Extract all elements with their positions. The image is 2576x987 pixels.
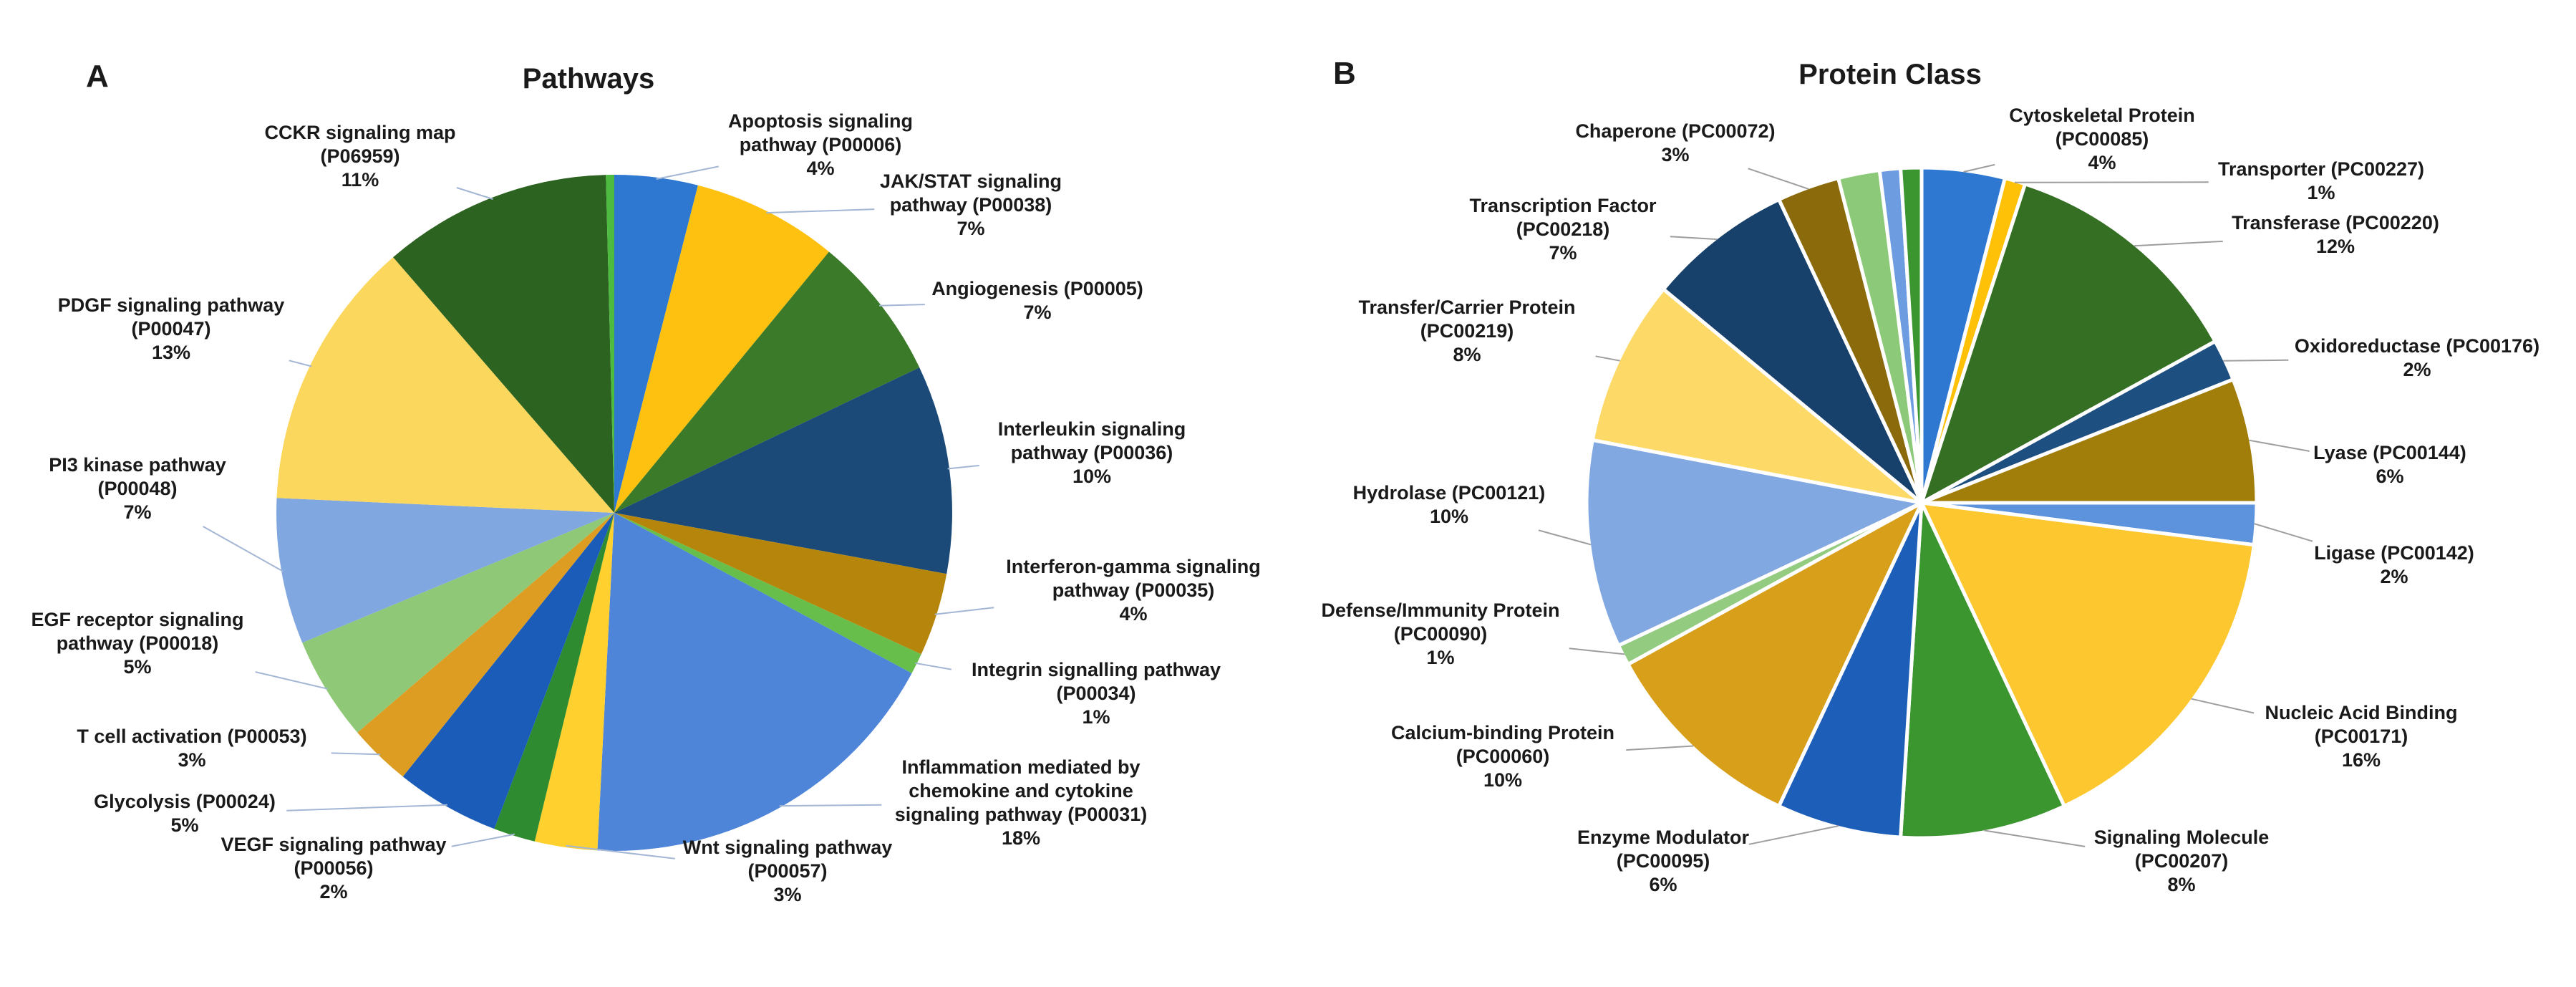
leader-line-a-9 [286,804,447,812]
protein-class-pie-chart: Cytoskeletal Protein (PC00085) 4% Transport… [1321,105,2539,895]
leader-line-b-0 [1963,163,1995,173]
leader-line-a-8 [451,833,515,847]
slice-label-a-12: PI3 kinase pathway (P00048) 7% [49,454,226,523]
leader-line-b-11 [1538,529,1592,546]
pie-slice-a-2 [614,251,920,513]
leader-line-b-10 [1569,647,1625,655]
pie-slice-b-17 [1899,165,1924,505]
leader-line-a-11 [255,671,329,690]
pie-slice-b-9 [1626,501,1924,808]
slice-label-a-10: T cell activation (P00053) 3% [77,726,306,771]
slice-label-a-6: Inflammation mediated by chemokine and cy… [895,756,1148,849]
slice-label-b-14: Chaperone (PC00072) 3% [1575,120,1775,165]
slice-label-b-12: Transfer/Carrier Protein (PC00219) 8% [1358,297,1575,365]
pie-slice-a-5 [614,513,921,673]
panel-a-letter: A [86,59,109,94]
pie-slice-a-7 [534,513,614,851]
slice-label-a-11: EGF receptor signaling pathway (P00018) 5% [31,609,243,678]
pie-slice-a-12 [276,498,614,643]
pie-slice-a-0 [614,175,698,513]
slice-label-b-0: Cytoskeletal Protein (PC00085) 4% [2009,105,2195,173]
pie-slice-a-1 [614,185,829,513]
slice-label-b-8: Enzyme Modulator (PC00095) 6% [1577,827,1750,895]
slice-label-a-5: Integrin signalling pathway (P00034) 1% [972,659,1221,728]
pie-slice-a-13 [276,257,614,513]
slice-label-b-4: Lyase (PC00144) 6% [2313,442,2466,487]
slice-label-b-6: Nucleic Acid Binding (PC00171) 16% [2265,702,2457,771]
slice-label-a-1: JAK/STAT signaling pathway (P00038) 7% [880,170,1062,239]
slice-label-a-4: Interferon-gamma signaling pathway (P0003… [1006,556,1261,625]
pie-slice-b-8 [1777,501,1924,839]
leader-line-b-7 [1984,829,2086,847]
pie-slice-a-3 [614,367,952,574]
slice-label-b-5: Ligase (PC00142) 2% [2314,542,2474,587]
leader-line-b-13 [1670,236,1718,241]
slice-label-b-7: Signaling Molecule (PC00207) 8% [2094,827,2270,895]
slice-label-a-7: Wnt signaling pathway (P00057) 3% [683,837,893,905]
slice-label-a-2: Angiogenesis (P00005) 7% [931,278,1143,323]
leader-line-a-4 [934,607,994,615]
slice-label-b-13: Transcription Factor (PC00218) 7% [1469,195,1657,264]
leader-line-a-0 [656,165,719,180]
leader-line-b-12 [1595,355,1620,362]
pie-slice-a-6 [597,513,912,851]
slice-label-a-8: VEGF signaling pathway (P00056) 2% [221,834,446,902]
leader-line-a-6 [779,804,882,807]
leader-line-b-8 [1748,825,1839,845]
leader-line-a-5 [915,662,952,670]
slice-label-a-13: PDGF signaling pathway (P00047) 13% [58,294,285,363]
pie-slice-b-13 [1661,198,1924,505]
pie-slice-a-9 [402,513,614,829]
leader-line-a-2 [878,304,925,307]
panel-b-letter: B [1333,56,1356,91]
leader-line-b-14 [1748,168,1809,190]
pie-slice-a-11 [302,513,614,733]
slice-label-b-9: Calcium-binding Protein (PC00060) 10% [1391,722,1614,791]
slice-label-a-14: CCKR signaling map (P06959) 11% [264,122,455,191]
leader-line-b-4 [2249,439,2310,452]
slice-label-b-11: Hydrolase (PC00121) 10% [1353,482,1546,527]
leader-line-a-3 [947,464,979,470]
protein-class-chart-title: Protein Class [1798,59,1982,90]
leader-line-a-14 [456,187,493,200]
leader-line-b-3 [2223,359,2289,362]
slice-label-a-9: Glycolysis (P00024) 5% [94,791,276,836]
leader-line-a-13 [289,360,312,367]
pie-slice-a-8 [494,513,614,842]
pie-slice-a-4 [614,513,947,655]
slice-label-b-2: Transferase (PC00220) 12% [2232,212,2439,257]
slice-label-b-3: Oxidoreductase (PC00176) 2% [2295,335,2539,380]
slice-label-b-10: Defense/Immunity Protein (PC00090) 1% [1321,600,1559,668]
leader-line-b-6 [2191,698,2255,714]
pathways-pie-chart: Apoptosis signaling pathway (P00006) 4%JAK… [31,110,1261,905]
leader-line-a-1 [766,208,875,214]
slice-label-a-3: Interleukin signaling pathway (P00036) 10% [998,418,1186,487]
leader-line-b-2 [2134,240,2223,247]
pathways-chart-title: Pathways [522,63,655,95]
pie-slice-b-2 [1919,182,2217,505]
pie-slice-b-7 [1899,501,2066,840]
pie-slice-a-15 [606,174,614,514]
leader-line-a-12 [203,526,284,572]
leader-line-a-7 [566,844,675,860]
leader-line-a-10 [331,752,381,756]
leader-line-b-9 [1626,745,1694,751]
pie-slice-a-10 [357,513,614,777]
pie-slice-a-14 [393,175,614,513]
slice-label-b-1: Transporter (PC00227) 1% [2218,158,2424,203]
slice-label-a-0: Apoptosis signaling pathway (P00006) 4% [728,110,913,179]
leader-line-b-1 [2014,181,2209,183]
leader-line-b-5 [2254,523,2313,542]
